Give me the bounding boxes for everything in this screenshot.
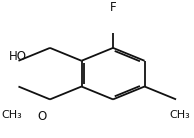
Text: CH₃: CH₃ [2, 110, 23, 120]
Text: HO: HO [9, 50, 27, 63]
Text: O: O [37, 110, 46, 123]
Text: F: F [110, 1, 116, 14]
Text: CH₃: CH₃ [169, 110, 190, 120]
